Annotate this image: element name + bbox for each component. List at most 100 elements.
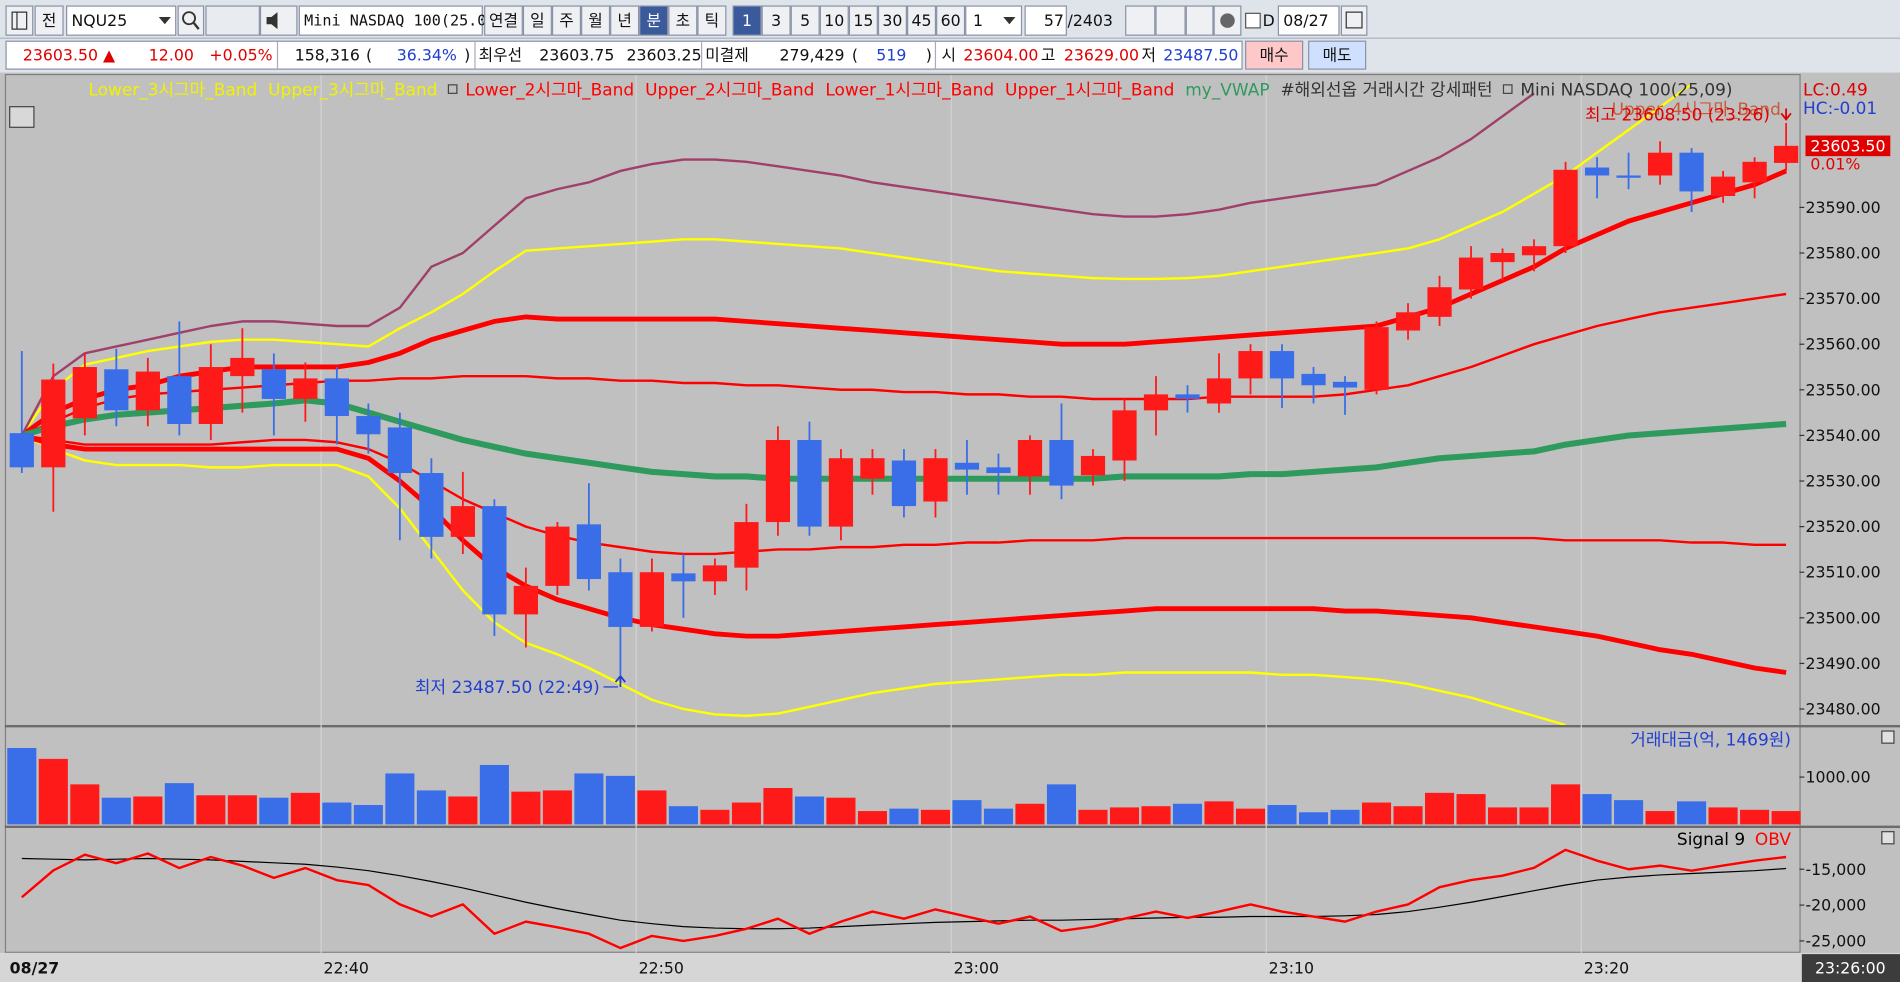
candle-body: [1301, 373, 1326, 386]
candle-body: [1521, 246, 1547, 256]
interval-label: 15: [853, 11, 873, 30]
candle-body: [1017, 439, 1043, 477]
y-tick-label: 23490.00: [1805, 654, 1880, 673]
volume-bar: [1582, 794, 1612, 825]
volume-bar: [1425, 792, 1455, 825]
time-label: 23:20: [1584, 959, 1629, 978]
y-tick-label: -20,000: [1805, 896, 1866, 915]
interval-button[interactable]: [877, 5, 907, 36]
d-checkbox[interactable]: [1245, 12, 1261, 29]
legend-entry: Upper_1시그마_Band: [1005, 80, 1174, 101]
panel-close[interactable]: [1881, 831, 1895, 845]
interval-button[interactable]: [819, 5, 849, 36]
candle-body: [860, 458, 885, 479]
interval-button[interactable]: [732, 5, 762, 36]
oi-open: (: [852, 46, 858, 65]
position-field: [1024, 5, 1067, 36]
y-tick-label: 23510.00: [1805, 563, 1880, 582]
volume-bar: [574, 773, 604, 825]
interval-button[interactable]: [790, 5, 820, 36]
tool-icon-2[interactable]: [1155, 5, 1186, 36]
volume-bar: [322, 802, 352, 825]
search-button[interactable]: [177, 5, 205, 36]
volume-bar: [1235, 808, 1266, 825]
period-button[interactable]: [522, 5, 552, 36]
interval-button[interactable]: [936, 5, 966, 36]
period-button[interactable]: [610, 5, 640, 36]
y-tick-label: 23570.00: [1805, 289, 1880, 308]
high: 23629.00: [1064, 46, 1139, 65]
interval-button[interactable]: [848, 5, 878, 36]
time-label: 22:50: [639, 959, 684, 978]
volume-bar: [542, 790, 572, 825]
candle-body: [1616, 175, 1641, 178]
mode-button[interactable]: [34, 5, 64, 36]
quote-strip: [5, 40, 1243, 70]
candle-body: [1584, 167, 1610, 176]
candle-body: [639, 572, 665, 627]
volume-bar: [605, 775, 635, 825]
volume-bar: [1771, 811, 1801, 825]
volume-bar: [164, 783, 194, 825]
volume-bar: [1078, 809, 1108, 825]
y-tick-label: -25,000: [1805, 931, 1866, 950]
volume-bar: [1614, 800, 1644, 825]
panel-close[interactable]: [1881, 730, 1895, 744]
high-marker: [1780, 108, 1792, 121]
y-tick-label: 23550.00: [1805, 380, 1880, 399]
volume-bar: [259, 797, 289, 825]
buy-label: 매수: [1260, 46, 1289, 65]
volume-bar: [1708, 807, 1738, 825]
candle-body: [1049, 439, 1074, 486]
plot-frame: [4, 73, 1801, 953]
interval-button[interactable]: [761, 5, 791, 36]
period-button[interactable]: [581, 5, 611, 36]
candle-body: [261, 369, 286, 399]
volume: 158,316: [295, 46, 360, 65]
axis-date: 08/27: [10, 959, 60, 978]
candle-body: [1112, 410, 1137, 461]
y-tick-label: 23560.00: [1805, 335, 1880, 354]
period-button[interactable]: [697, 5, 727, 36]
menu-icon[interactable]: [5, 5, 34, 36]
band-line: [20, 92, 1535, 437]
candle-body: [891, 460, 917, 507]
tool-icon-1[interactable]: [1125, 5, 1156, 36]
last-price-label: 23603.50: [1810, 136, 1885, 155]
volume-bar: [227, 795, 257, 825]
date-field[interactable]: [1277, 5, 1340, 36]
period-button[interactable]: [639, 5, 669, 36]
volume-bar: [731, 802, 761, 825]
period-button[interactable]: [484, 5, 523, 36]
panel-menu-icon[interactable]: [9, 106, 35, 128]
volume-bar: [889, 808, 919, 825]
candle-body: [1332, 381, 1358, 388]
interval-button[interactable]: [906, 5, 937, 36]
interval-label: 60: [941, 11, 961, 30]
period-button[interactable]: [668, 5, 698, 36]
candle-body: [545, 526, 570, 586]
buy-button[interactable]: [1245, 40, 1304, 70]
symbol-input[interactable]: [66, 5, 177, 36]
save-icon[interactable]: [1185, 5, 1214, 36]
candle-body: [72, 367, 97, 419]
y-tick-label: 23520.00: [1805, 517, 1880, 536]
volume-bar: [1740, 809, 1770, 825]
candle-body: [1175, 394, 1200, 399]
candle-body: [1206, 378, 1232, 404]
dropdown-arrow[interactable]: [158, 16, 171, 25]
candle-body: [198, 367, 223, 425]
count-dropdown[interactable]: [1003, 16, 1016, 25]
sell-button[interactable]: [1308, 40, 1367, 70]
volume-bar: [1488, 807, 1518, 825]
volume-bar: [1298, 812, 1329, 825]
sound-button[interactable]: [259, 5, 298, 36]
legend-entry: Lower_2시그마_Band: [465, 80, 634, 101]
band-line: [20, 168, 1788, 438]
search-handle: [192, 22, 200, 30]
candle-body: [702, 565, 728, 582]
period-button[interactable]: [551, 5, 582, 36]
calendar-button[interactable]: [1340, 5, 1368, 36]
volume-bar: [7, 747, 37, 825]
volume-bar: [857, 811, 887, 825]
